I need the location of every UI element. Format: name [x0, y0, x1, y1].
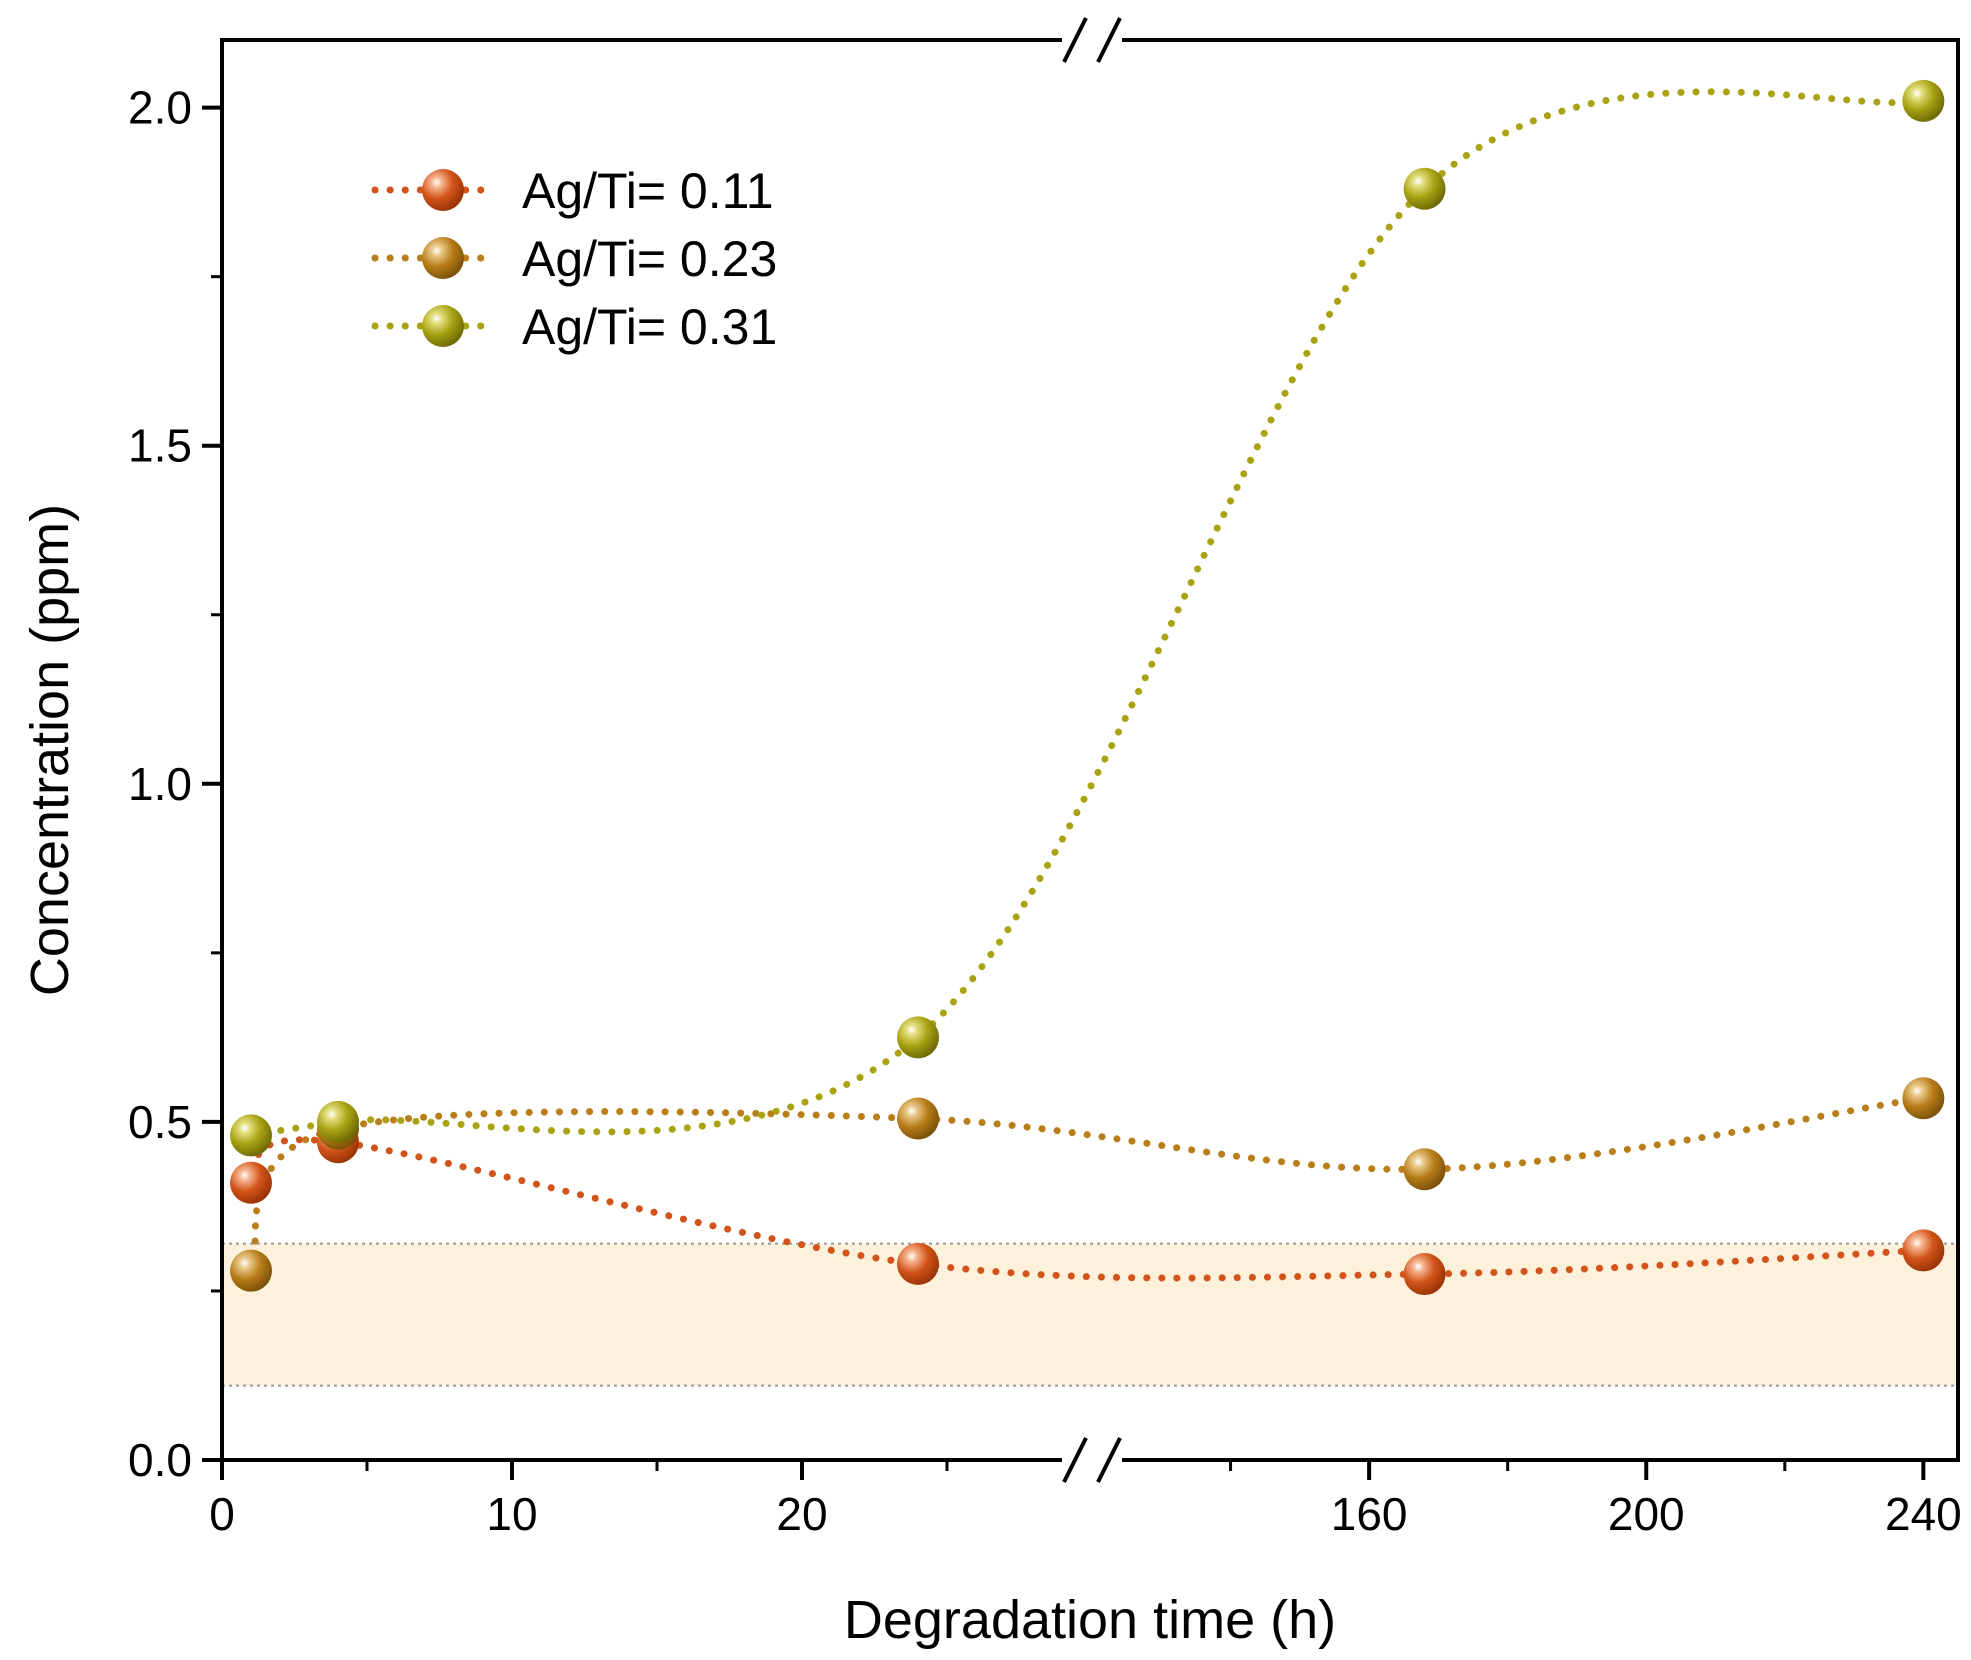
data-point-series-1 [897, 1097, 939, 1140]
trend-line-series-1 [247, 1094, 1927, 1275]
data-point-series-0 [897, 1242, 939, 1285]
data-point-series-1 [1902, 1077, 1945, 1120]
x-tick-label: 160 [1331, 1488, 1408, 1540]
data-point-series-2 [230, 1114, 272, 1157]
x-axis-title: Degradation time (h) [844, 1590, 1336, 1650]
legend-marker [422, 305, 464, 347]
x-tick-label: 240 [1885, 1488, 1962, 1540]
y-tick-label: 2.0 [128, 82, 192, 134]
axis-break-layer [1062, 17, 1122, 1483]
x-tick-label: 200 [1608, 1488, 1685, 1540]
legend-marker [422, 169, 464, 211]
data-point-series-2 [1902, 79, 1945, 122]
data-point-series-2 [317, 1100, 359, 1143]
data-point-series-1 [1403, 1148, 1446, 1191]
data-point-series-0 [1403, 1253, 1446, 1296]
data-point-series-0 [230, 1161, 272, 1204]
shaded-band-layer [222, 1242, 1958, 1387]
data-points-layer [230, 79, 1945, 1296]
axis-break-slash [1096, 17, 1122, 63]
y-tick-label: 0.5 [128, 1096, 192, 1148]
trend-line-series-0 [247, 1136, 1927, 1282]
data-point-series-2 [897, 1016, 939, 1059]
x-tick-label: 10 [486, 1488, 537, 1540]
legend-label: Ag/Ti= 0.23 [522, 231, 777, 287]
legend-marker [422, 237, 464, 279]
shaded-band [222, 1243, 1958, 1386]
legend-item: Ag/Ti= 0.11 [371, 163, 774, 219]
data-point-series-2 [1403, 167, 1446, 210]
axis-break-slash [1062, 17, 1088, 63]
legend-item: Ag/Ti= 0.23 [371, 231, 777, 287]
y-tick-label: 1.5 [128, 420, 192, 472]
axis-break-slash [1062, 1437, 1088, 1483]
y-tick-label: 1.0 [128, 758, 192, 810]
legend-item: Ag/Ti= 0.31 [371, 299, 777, 355]
x-tick-label: 20 [776, 1488, 827, 1540]
x-tick-labels: 0 10 20 160 200 240 [209, 1488, 1962, 1540]
y-axis-title: Concentration (ppm) [20, 504, 80, 996]
y-tick-labels: 0.0 0.5 1.0 1.5 2.0 [128, 82, 192, 1486]
data-point-series-0 [1902, 1229, 1945, 1272]
data-point-series-1 [230, 1249, 272, 1292]
legend-label: Ag/Ti= 0.31 [522, 299, 777, 355]
axis-break-slash [1096, 1437, 1122, 1483]
ticks-layer [202, 105, 1926, 1480]
x-tick-label: 0 [209, 1488, 235, 1540]
legend: Ag/Ti= 0.11 Ag/Ti= 0.23 Ag/Ti= 0.31 [371, 163, 777, 355]
legend-label: Ag/Ti= 0.11 [522, 163, 774, 219]
y-tick-label: 0.0 [128, 1434, 192, 1486]
